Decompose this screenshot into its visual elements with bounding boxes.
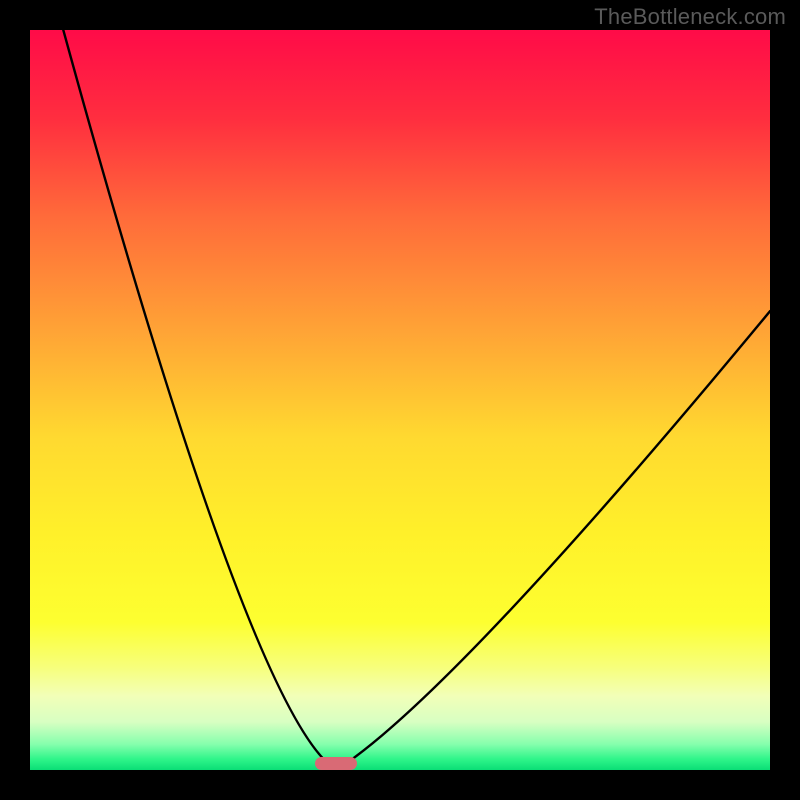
plot-area bbox=[30, 30, 770, 770]
bottleneck-curve bbox=[30, 30, 770, 770]
chart-frame: TheBottleneck.com bbox=[0, 0, 800, 800]
vertex-marker bbox=[315, 757, 357, 770]
watermark-text: TheBottleneck.com bbox=[594, 4, 786, 30]
